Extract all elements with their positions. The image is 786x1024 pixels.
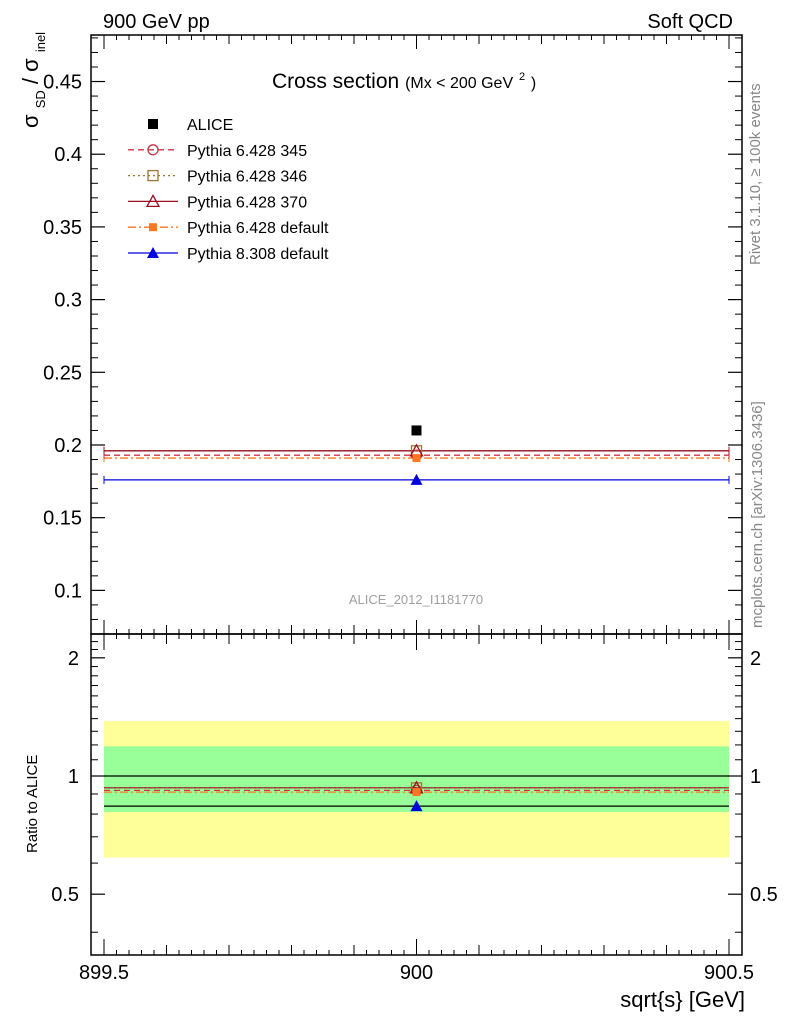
legend-label-alice: ALICE [187, 117, 233, 134]
xtick-label: 900 [400, 962, 433, 984]
ylabel-slash: / σ [18, 58, 43, 84]
main-ytick-label: 0.2 [54, 435, 82, 457]
main-ytick-label: 0.1 [54, 580, 82, 602]
analysis-watermark: ALICE_2012_I1181770 [349, 592, 483, 607]
main-marker-p6def [412, 454, 421, 463]
ratio-ytick-label-left: 2 [68, 648, 79, 670]
main-plot-axes: 0.1 0.15 0.2 0.25 0.3 0.35 0.4 0.45 [43, 34, 743, 635]
legend: ALICE Pythia 6.428 345 Pythia 6.428 346 Pyt… [128, 117, 329, 263]
main-ytick-label: 0.3 [54, 290, 82, 312]
legend-label-p345: Pythia 6.428 345 [187, 143, 307, 160]
main-ytick-label: 0.15 [43, 508, 82, 530]
main-ytick-label: 0.4 [54, 144, 82, 166]
header-right: Soft QCD [647, 11, 733, 33]
ratio-ytick-label-left: 0.5 [51, 884, 79, 906]
mcplots-label: mcplots.cern.ch [arXiv:1306.3436] [749, 401, 766, 628]
main-title-suffix: (Mx < 200 GeV [405, 75, 513, 92]
x-axis-label: sqrt{s} [GeV] [620, 987, 745, 1012]
xtick-label: 899.5 [79, 962, 129, 984]
main-ytick-label: 0.35 [43, 217, 82, 239]
main-title-sup: 2 [519, 71, 525, 83]
ratio-y-axis-label: Ratio to ALICE [24, 755, 41, 853]
legend-label-p6def: Pythia 6.428 default [187, 220, 329, 237]
xtick-label: 900.5 [704, 962, 754, 984]
main-marker-p8def [410, 473, 423, 485]
legend-marker-p370 [145, 194, 161, 208]
legend-marker-p8def [147, 247, 159, 258]
ratio-ytick-label-right: 1 [750, 766, 761, 788]
ratio-marker-p8def [410, 800, 423, 812]
main-plot-markers [409, 425, 424, 485]
ylabel-sigma: σ [18, 114, 43, 128]
ratio-plot-markers [409, 780, 424, 812]
legend-marker-p346 [147, 169, 159, 182]
main-title: Cross section (Mx < 200 GeV 2 ) [272, 62, 536, 93]
legend-label-p346: Pythia 6.428 346 [187, 169, 307, 186]
ratio-ytick-label-right: 0.5 [750, 884, 778, 906]
main-y-axis-label: σ SD / σ inel [18, 32, 50, 128]
ratio-ytick-label-left: 1 [68, 766, 79, 788]
main-ytick-label: 0.25 [43, 362, 82, 384]
header-left: 900 GeV pp [103, 11, 210, 33]
legend-marker-p345 [147, 144, 159, 156]
main-marker-alice [411, 425, 422, 436]
ylabel-inel: inel [33, 32, 48, 52]
ratio-marker-p6def [412, 788, 421, 797]
legend-marker-alice [148, 119, 158, 129]
ylabel-sd: SD [33, 90, 48, 108]
legend-label-p8def: Pythia 8.308 default [187, 246, 329, 263]
legend-label-p370: Pythia 6.428 370 [187, 194, 307, 211]
rivet-label: Rivet 3.1.10, ≥ 100k events [747, 83, 764, 265]
ratio-ytick-label-right: 2 [750, 648, 761, 670]
main-ytick-label: 0.45 [43, 72, 82, 94]
legend-marker-p6def [149, 223, 157, 232]
main-title-text: Cross section [272, 70, 399, 93]
ratio-plot-axes: 0.5 0.5 1 1 2 2 899.5 900 900.5 [51, 633, 778, 984]
main-title-close: ) [531, 75, 536, 92]
